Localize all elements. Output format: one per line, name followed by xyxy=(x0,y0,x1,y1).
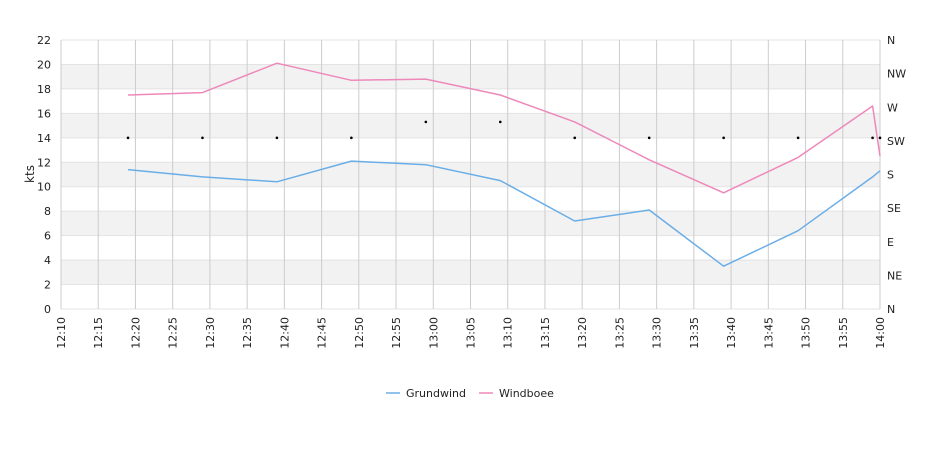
y-tick-label: 8 xyxy=(44,205,51,218)
direction-marker xyxy=(878,136,882,140)
y-tick-label: 14 xyxy=(37,132,51,145)
y2-tick-label: SW xyxy=(887,135,905,148)
y2-tick-label: SE xyxy=(887,202,901,215)
direction-marker xyxy=(201,136,204,140)
y-tick-label: 16 xyxy=(37,107,51,120)
x-tick-label: 13:00 xyxy=(427,317,440,349)
y-axis-title: kts xyxy=(23,165,37,183)
x-tick-label: 12:35 xyxy=(241,317,254,349)
x-tick-label: 13:15 xyxy=(539,317,552,349)
x-tick-label: 12:20 xyxy=(129,317,142,349)
legend-label: Grundwind xyxy=(406,387,466,400)
direction-marker xyxy=(275,136,279,140)
x-tick-label: 13:25 xyxy=(613,317,626,349)
x-tick-label: 13:20 xyxy=(576,317,589,349)
y-tick-label: 4 xyxy=(44,254,51,267)
x-tick-label: 13:50 xyxy=(800,317,813,349)
series-line xyxy=(127,160,881,267)
y-tick-label: 2 xyxy=(44,279,51,292)
direction-marker xyxy=(424,120,428,124)
x-tick-label: 12:10 xyxy=(55,317,68,349)
direction-marker xyxy=(350,136,353,140)
y2-tick-label: N xyxy=(887,34,895,47)
x-tick-label: 12:45 xyxy=(316,317,329,349)
y2-tick-label: W xyxy=(887,101,898,114)
y-tick-label: 20 xyxy=(37,58,51,71)
series-line xyxy=(127,62,881,194)
x-tick-label: 12:50 xyxy=(353,317,366,349)
x-tick-label: 12:25 xyxy=(167,317,180,349)
x-tick-label: 13:05 xyxy=(465,317,478,349)
direction-marker xyxy=(498,120,502,124)
x-tick-label: 13:10 xyxy=(502,317,515,349)
series-lines xyxy=(127,62,881,267)
y2-tick-label: NE xyxy=(887,269,902,282)
y2-axis-labels: N NE E SE S SW W NW N xyxy=(887,34,906,316)
y-tick-label: 18 xyxy=(37,83,51,96)
x-tick-label: 13:35 xyxy=(688,317,701,349)
direction-marker xyxy=(796,136,800,140)
x-tick-label: 14:00 xyxy=(874,317,887,349)
legend-label: Windboee xyxy=(499,387,554,400)
x-tick-label: 13:40 xyxy=(725,317,738,349)
direction-marker xyxy=(722,136,725,140)
y-tick-label: 0 xyxy=(44,303,51,316)
direction-marker xyxy=(647,136,651,140)
direction-marker xyxy=(871,136,874,140)
y-tick-label: 10 xyxy=(37,181,51,194)
y-tick-label: 12 xyxy=(37,156,51,169)
x-tick-label: 13:55 xyxy=(837,317,850,349)
y-tick-label: 6 xyxy=(44,230,51,243)
direction-markers xyxy=(126,120,882,140)
x-tick-label: 13:30 xyxy=(651,317,664,349)
y-tick-label: 22 xyxy=(37,34,51,47)
y2-tick-label: N xyxy=(887,303,895,316)
direction-marker xyxy=(573,136,577,140)
x-axis-labels: 12:10 12:15 12:20 12:25 12:30 12:35 12:40 12:45… xyxy=(55,317,887,349)
y2-tick-label: S xyxy=(887,169,894,182)
x-tick-label: 12:55 xyxy=(390,317,403,349)
x-tick-label: 12:40 xyxy=(278,317,291,349)
y-axis-labels: 0 2 4 6 8 10 12 14 16 18 20 22 xyxy=(37,34,51,316)
y2-tick-label: NW xyxy=(887,68,906,81)
x-tick-label: 12:15 xyxy=(92,317,105,349)
x-tick-label: 13:45 xyxy=(762,317,775,349)
legend: Grundwind Windboee xyxy=(386,387,554,400)
y2-tick-label: E xyxy=(887,236,894,249)
direction-marker xyxy=(126,136,130,140)
x-tick-label: 12:30 xyxy=(204,317,217,349)
